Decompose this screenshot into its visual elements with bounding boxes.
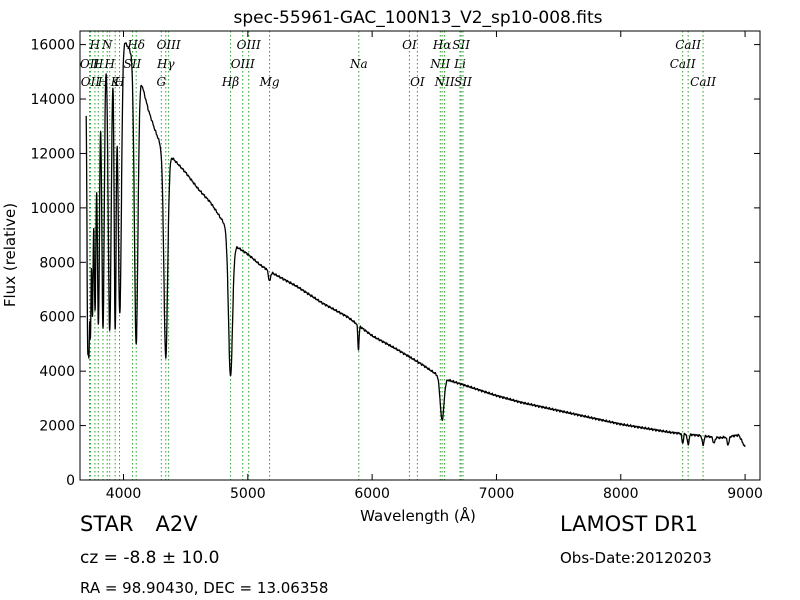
coordinates-readout: RA = 98.90430, DEC = 13.06358 (80, 579, 329, 597)
object-class: STAR (80, 512, 134, 536)
x-axis-label: Wavelength (Å) (360, 506, 476, 525)
line-marker-label: Hδ (126, 38, 145, 52)
line-marker-label: Hβ (221, 75, 239, 89)
spectral-classification: STAR A2V (80, 512, 198, 536)
line-marker-label: CaII (690, 75, 716, 89)
chart-title: spec-55961-GAC_100N13_V2_sp10-008.fits (233, 8, 602, 28)
line-marker-label: OII (81, 75, 101, 89)
axes-layer: 4000 5000 6000 7000 8000 9000 0 2000 4000 6000 800… (30, 30, 763, 502)
plot-frame (79, 30, 761, 481)
y-tick-label: 14000 (30, 92, 75, 108)
line-marker-label: N (101, 38, 113, 52)
line-marker-label: Hα (432, 38, 452, 52)
spectral-subclass: A2V (155, 512, 198, 536)
y-tick-label: 2000 (39, 419, 75, 435)
line-marker-label: H (92, 57, 104, 71)
y-tick-label: 6000 (39, 310, 75, 326)
y-tick-label: 16000 (30, 38, 75, 54)
x-tick-label: 8000 (603, 486, 639, 502)
survey-name: LAMOST DR1 (560, 512, 699, 536)
line-marker-label: SII (124, 57, 142, 71)
spectrum-line (85, 42, 746, 448)
line-marker-label: Hγ (156, 57, 175, 71)
line-marker-label: K (110, 75, 121, 89)
line-marker-label: OIII (157, 38, 181, 52)
y-tick-label: 4000 (39, 364, 75, 380)
redshift-readout: cz = -8.8 ± 10.0 (80, 548, 220, 568)
observation-date: Obs-Date:20120203 (560, 549, 712, 567)
line-marker-label: OIII (231, 57, 255, 71)
line-marker-label: Na (349, 57, 368, 71)
y-tick-label: 12000 (30, 146, 75, 162)
y-tick-label: 0 (66, 473, 75, 489)
x-tick-label: 7000 (479, 486, 515, 502)
line-marker-label: CaII (670, 57, 696, 71)
x-tick-label: 4000 (106, 486, 142, 502)
x-tick-label: 9000 (727, 486, 763, 502)
line-marker-label: SII (452, 38, 470, 52)
line-marker-label: H (89, 38, 101, 52)
line-marker-label: H (103, 57, 115, 71)
x-tick-label: 5000 (230, 486, 266, 502)
line-marker-label: G (157, 75, 167, 89)
line-marker-label: OIII (237, 38, 261, 52)
spectrum-layer (85, 42, 746, 448)
line-marker-label: SII (454, 75, 472, 89)
line-marker-label: OI (410, 75, 425, 89)
line-marker-label: NII (434, 75, 455, 89)
line-marker-label: OI (402, 38, 417, 52)
line-marker-layer: OIIOIIHHHNHKHSIIHδGHγOIIIHβOIIIOIIIMgNaO… (80, 31, 716, 480)
line-marker-label: Mg (259, 75, 280, 89)
line-marker-label: CaII (675, 38, 701, 52)
x-tick-label: 6000 (354, 486, 390, 502)
line-marker-label: Li (453, 57, 466, 71)
line-marker-label: NII (429, 57, 450, 71)
y-tick-label: 8000 (39, 255, 75, 271)
y-axis-label: Flux (relative) (1, 203, 19, 307)
y-tick-label: 10000 (30, 201, 75, 217)
